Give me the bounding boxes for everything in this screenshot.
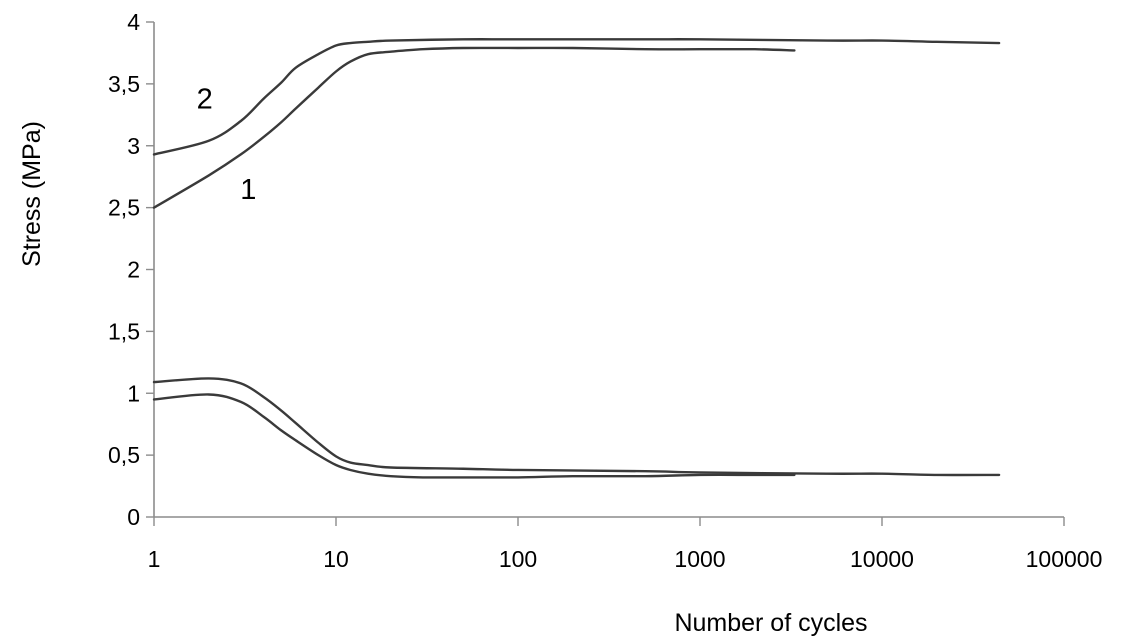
x-tick-label: 100 [499,546,537,572]
tick-labels: 0 0,5 1 1,5 2 2,5 3 3,5 4 1 10 100 1000 10000 100000 [108,9,1102,572]
x-tick-label: 10 [323,546,349,572]
x-tick-label: 1 [148,546,161,572]
series-lines [152,38,1001,479]
x-tick-label: 100000 [1026,546,1103,572]
y-tick-label: 0,5 [108,442,140,468]
y-tick-label: 1 [127,380,140,406]
y-tick-label: 4 [127,9,140,35]
tick-marks [146,21,1065,526]
y-tick-label: 3,5 [108,71,140,97]
series-line-3 [152,38,1001,156]
y-tick-label: 0 [127,504,140,530]
x-tick-label: 1000 [674,546,725,572]
y-axis-title: Stress (MPa) [18,121,46,267]
y-tick-label: 1,5 [108,318,140,344]
series-line-4 [152,377,1001,477]
y-tick-label: 2,5 [108,195,140,221]
curve-label-2: 2 [197,84,213,116]
y-tick-label: 2 [127,257,140,283]
x-axis-title: Number of cycles [674,609,867,637]
curve-annotations: 21 [197,84,257,206]
x-tick-label: 10000 [850,546,914,572]
series-line-2 [152,393,796,479]
axes [153,22,1064,518]
y-tick-label: 3 [127,133,140,159]
curve-label-1: 1 [240,174,256,206]
series-line-1 [152,46,796,209]
